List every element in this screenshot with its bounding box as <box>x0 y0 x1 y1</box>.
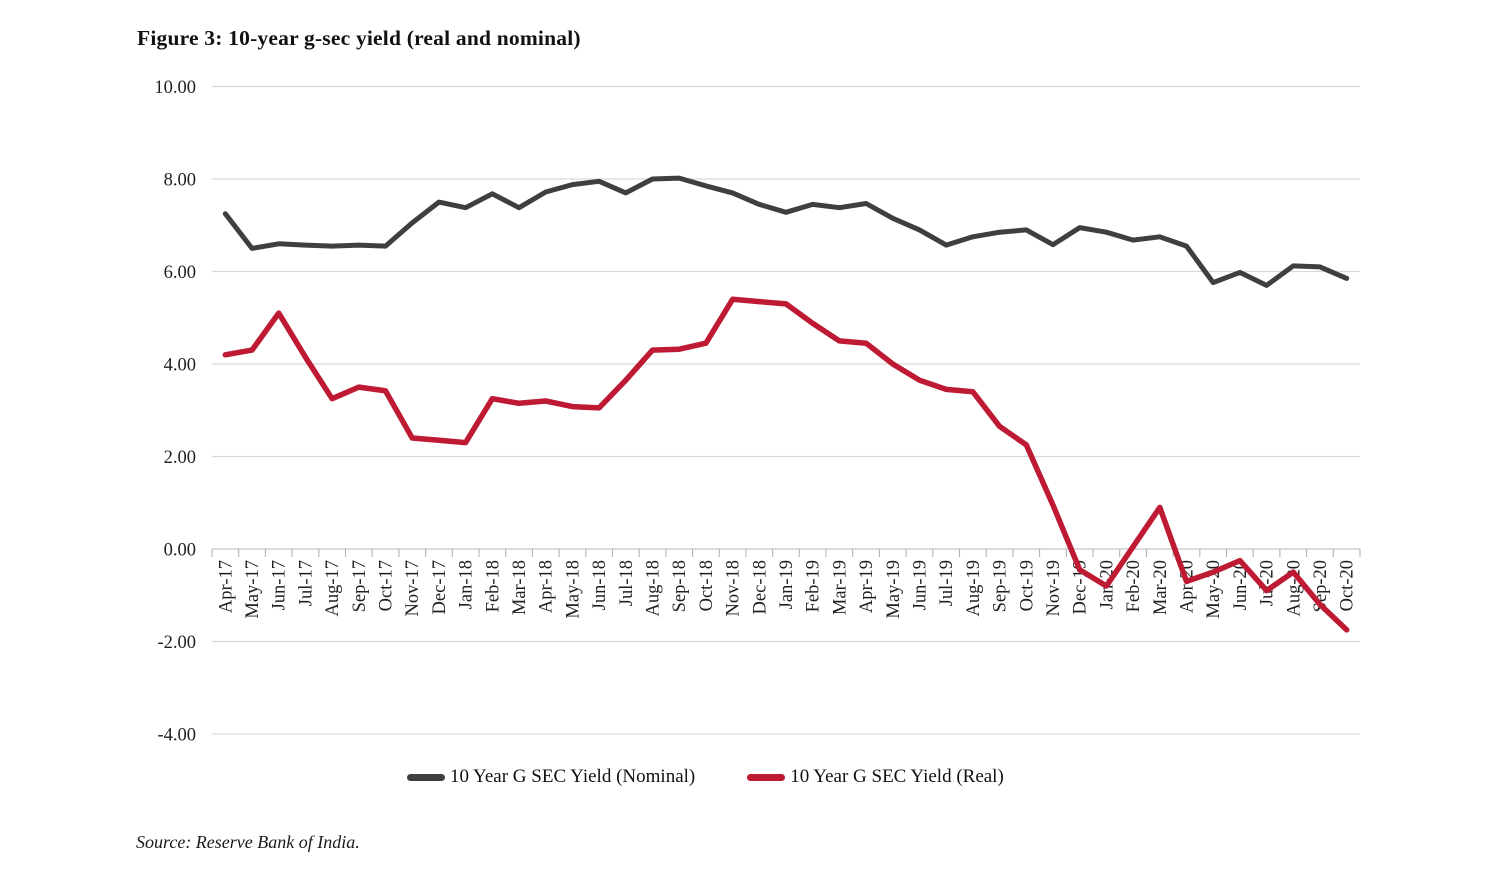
x-axis-tick-label: Aug-20 <box>1284 560 1304 617</box>
y-axis-tick-label: 6.00 <box>164 263 196 283</box>
real-yield-line <box>222 296 1350 633</box>
x-axis-tick-label: Jul-19 <box>937 560 957 606</box>
legend: 10 Year G SEC Yield (Nominal) 10 Year G … <box>407 766 1004 788</box>
legend-label-nominal: 10 Year G SEC Yield (Nominal) <box>450 766 696 787</box>
y-axis-tick-label: 4.00 <box>164 356 196 376</box>
x-axis-tick-label: Dec-18 <box>750 560 770 614</box>
y-axis-tick-label: -4.00 <box>157 726 196 746</box>
x-axis-tick-label: Jun-18 <box>590 560 610 610</box>
x-axis-tick-label: Jun-20 <box>1231 560 1251 610</box>
x-axis-tick-label: Jun-19 <box>911 560 931 610</box>
x-axis-tick-label: Oct-20 <box>1338 560 1358 611</box>
x-axis-tick-label: Feb-20 <box>1124 560 1144 612</box>
x-axis-tick-label: May-17 <box>243 560 263 619</box>
x-axis-tick-label: Sep-17 <box>350 560 370 612</box>
x-axis-tick-label: Oct-19 <box>1017 560 1037 611</box>
y-axis-tick-label: 2.00 <box>164 448 196 468</box>
x-axis-tick-label: Apr-18 <box>537 560 557 613</box>
figure-title: Figure 3: 10-year g-sec yield (real and … <box>137 26 581 50</box>
x-axis-tick-label: Mar-18 <box>510 560 530 615</box>
nominal-yield-line <box>222 175 1350 288</box>
x-axis-tick-label: May-19 <box>884 560 904 619</box>
x-axis-tick-label: Dec-17 <box>430 560 450 614</box>
x-axis-tick-label: Feb-18 <box>483 560 503 612</box>
x-axis-tick-label: Feb-19 <box>804 560 824 612</box>
x-axis-tick-label: Oct-18 <box>697 560 717 611</box>
y-axis-tick-label: -2.00 <box>157 633 196 653</box>
x-axis-tick-label: Nov-19 <box>1044 560 1064 617</box>
legend-item-nominal: 10 Year G SEC Yield (Nominal) <box>407 766 695 788</box>
x-axis-tick-label: May-18 <box>563 560 583 619</box>
x-axis-tick-label: Jul-18 <box>617 560 637 606</box>
x-axis-tick-label: Oct-17 <box>377 560 397 611</box>
x-axis-tick-label: Apr-19 <box>857 560 877 613</box>
x-axis-tick-label: Jan-19 <box>777 560 797 609</box>
x-axis-tick-label: Mar-19 <box>830 560 850 615</box>
x-axis-tick-label: Nov-18 <box>724 560 744 617</box>
x-axis-tick-label: Aug-17 <box>323 560 343 617</box>
x-axis-tick-label: Sep-19 <box>991 560 1011 612</box>
x-axis-tick-label: Nov-17 <box>403 560 423 617</box>
y-axis-tick-label: 10.00 <box>154 78 196 98</box>
x-axis-tick-label: Jul-17 <box>296 560 316 606</box>
y-axis-tick-label: 0.00 <box>164 541 196 561</box>
x-axis-tick-label: Jan-18 <box>457 560 477 609</box>
x-axis-tick-label: Jul-20 <box>1258 560 1278 606</box>
x-axis-tick-label: Mar-20 <box>1151 560 1171 615</box>
y-axis-tick-label: 8.00 <box>164 171 196 191</box>
x-axis-tick-label: Apr-17 <box>216 560 236 613</box>
nominal-line-swatch <box>407 773 445 781</box>
x-axis-tick-label: Sep-18 <box>670 560 690 612</box>
x-axis-tick-label: Aug-18 <box>644 560 664 617</box>
legend-item-real: 10 Year G SEC Yield (Real) <box>747 766 1004 788</box>
x-axis-tick-label: Jun-17 <box>270 560 290 610</box>
x-axis-tick-label: Aug-19 <box>964 560 984 617</box>
legend-label-real: 10 Year G SEC Yield (Real) <box>790 766 1004 787</box>
real-line-swatch <box>747 773 786 781</box>
source-note: Source: Reserve Bank of India. <box>136 832 360 852</box>
